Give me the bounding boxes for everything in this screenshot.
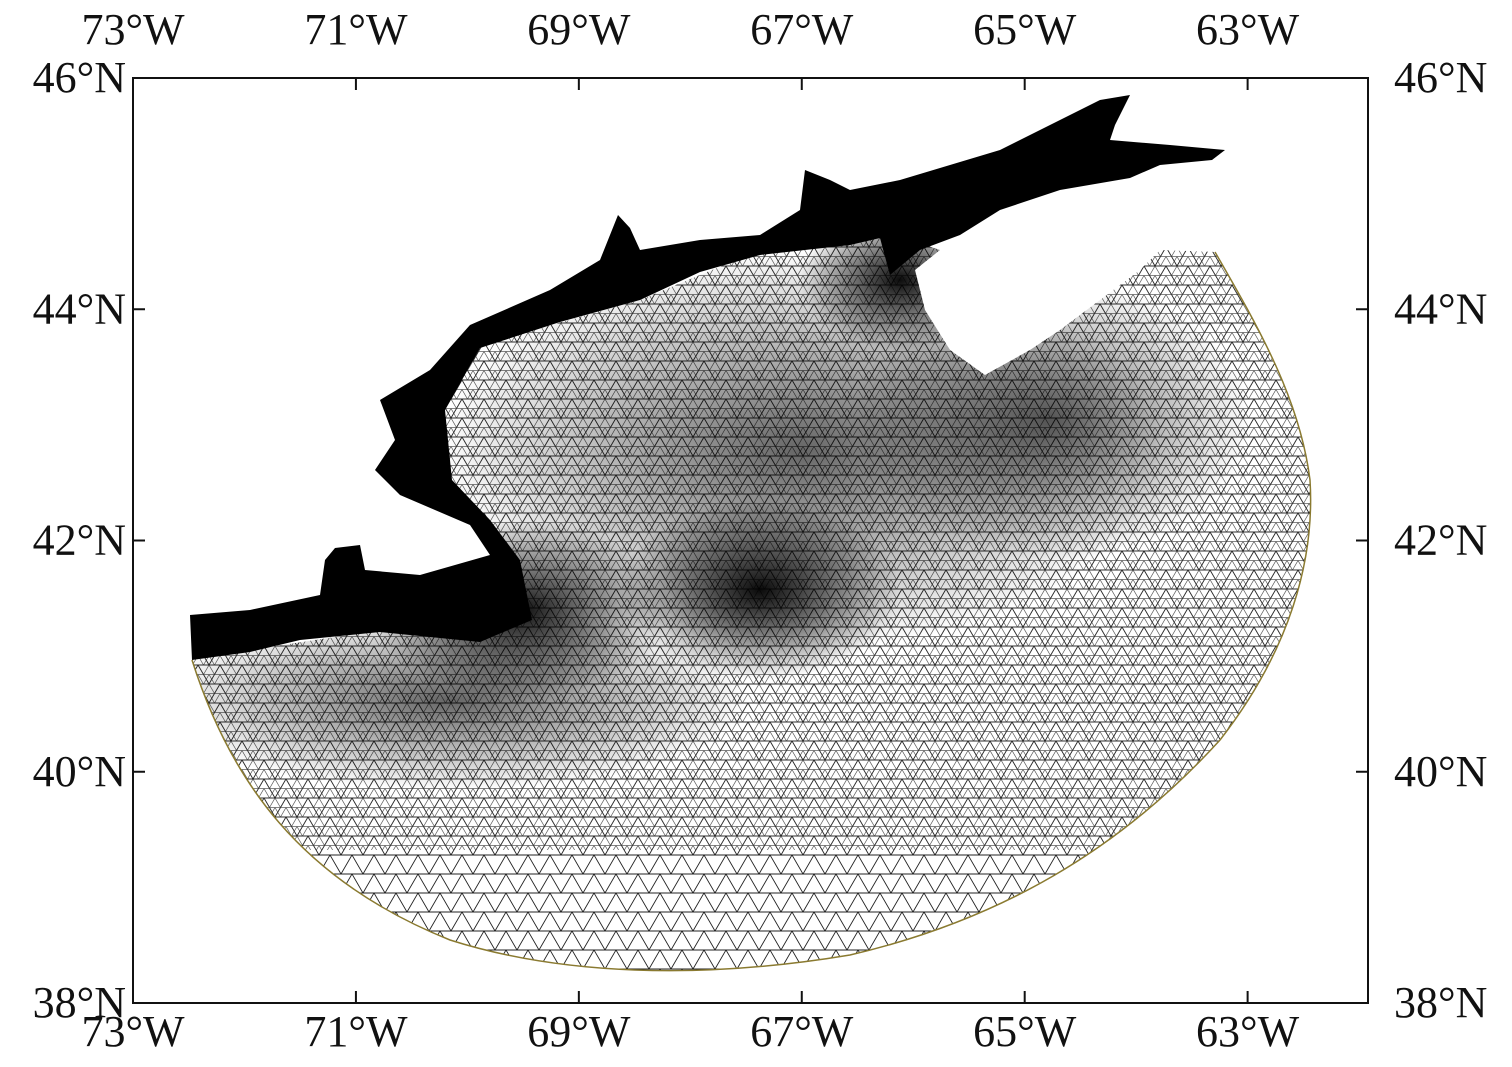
x-tick-label-top: 73°W	[81, 5, 185, 54]
x-tick-label-top: 63°W	[1196, 5, 1300, 54]
y-tick-label-right: 44°N	[1394, 284, 1487, 333]
x-tick-label-bottom: 63°W	[1196, 1007, 1300, 1056]
x-tick-label-top: 65°W	[973, 5, 1077, 54]
y-tick-label-right: 46°N	[1394, 53, 1487, 102]
y-tick-label-right: 42°N	[1394, 516, 1487, 565]
y-tick-label-right: 40°N	[1394, 747, 1487, 796]
x-tick-label-bottom: 67°W	[750, 1007, 854, 1056]
graticule-ticks: 73°W 73°W 71°W 71°W 69°W 69°W 67°W 67°W 65°W 65°W…	[33, 5, 1488, 1056]
x-tick-label-top: 69°W	[527, 5, 631, 54]
open-boundary	[191, 251, 1312, 972]
x-tick-label-top: 67°W	[750, 5, 854, 54]
x-tick-label-bottom: 71°W	[304, 1007, 408, 1056]
land-coastline	[190, 95, 1225, 660]
y-tick-label-left: 38°N	[33, 978, 126, 1027]
y-tick-label-left: 46°N	[33, 53, 126, 102]
y-tick-label-left: 44°N	[33, 284, 126, 333]
y-tick-label-left: 42°N	[33, 516, 126, 565]
x-tick-label-bottom: 69°W	[527, 1007, 631, 1056]
y-tick-label-left: 40°N	[33, 747, 126, 796]
x-tick-label-top: 71°W	[304, 5, 408, 54]
x-tick-label-bottom: 73°W	[81, 1007, 185, 1056]
y-tick-label-right: 38°N	[1394, 978, 1487, 1027]
x-tick-label-bottom: 65°W	[973, 1007, 1077, 1056]
